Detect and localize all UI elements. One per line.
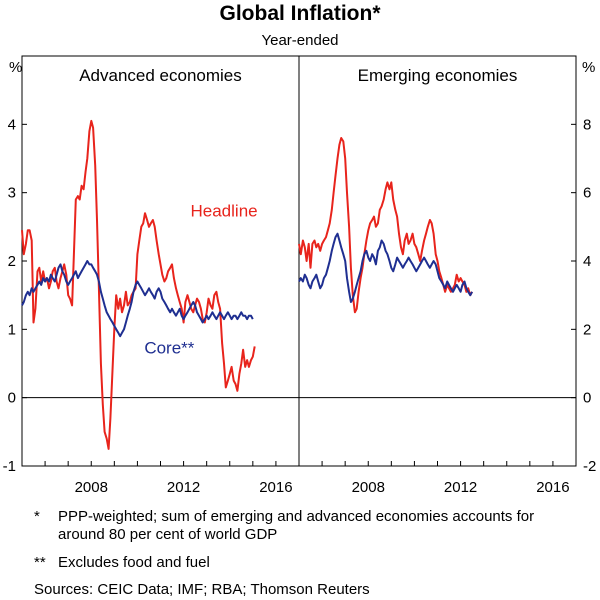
sources: Sources: CEIC Data; IMF; RBA; Thomson Re… bbox=[34, 581, 370, 598]
plot-layer: Advanced economies -1 0 1 2 3 4 2008 2012 2016 Hea… bbox=[3, 55, 596, 496]
y-tick-label-right: -2 bbox=[583, 458, 596, 475]
footnote-1-mark: * bbox=[34, 508, 40, 525]
y-tick-label-left: 4 bbox=[8, 116, 16, 133]
x-tick-label-emerging: 2012 bbox=[444, 479, 477, 496]
y-tick-label-right: 0 bbox=[583, 390, 591, 407]
y-tick-label-left: 3 bbox=[8, 185, 16, 202]
footnote-2-text: Excludes food and fuel bbox=[58, 554, 210, 571]
core-label: Core** bbox=[144, 338, 194, 357]
headline-line-advanced bbox=[21, 119, 256, 450]
y-tick-label-left: 1 bbox=[8, 321, 16, 338]
y-tick-label-right: 4 bbox=[583, 253, 591, 270]
y-tick-label-right: 8 bbox=[583, 116, 591, 133]
core-line-advanced bbox=[21, 260, 254, 338]
y-tick-label-right: 2 bbox=[583, 321, 591, 338]
chart-title: Global Inflation* bbox=[220, 2, 382, 25]
panel-title-emerging: Emerging economies bbox=[358, 66, 518, 85]
y-tick-label-left: 0 bbox=[8, 390, 16, 407]
y-tick-label-right: 6 bbox=[583, 185, 591, 202]
footnote-2-mark: ** bbox=[34, 554, 46, 571]
y-unit-right: % bbox=[582, 59, 595, 76]
y-tick-label-left: 2 bbox=[8, 253, 16, 270]
y-tick-label-left: -1 bbox=[3, 458, 16, 475]
chart-subtitle: Year-ended bbox=[261, 32, 338, 49]
panel-title-advanced: Advanced economies bbox=[79, 66, 242, 85]
core-line-emerging bbox=[298, 232, 473, 303]
x-tick-label-advanced: 2012 bbox=[167, 479, 200, 496]
x-tick-label-advanced: 2016 bbox=[259, 479, 292, 496]
x-tick-label-advanced: 2008 bbox=[75, 479, 108, 496]
y-unit-left: % bbox=[9, 59, 22, 76]
x-tick-label-emerging: 2008 bbox=[352, 479, 385, 496]
headline-label: Headline bbox=[191, 202, 258, 221]
x-tick-label-emerging: 2016 bbox=[536, 479, 569, 496]
footnote-1-text: PPP-weighted; sum of emerging and advanc… bbox=[58, 508, 535, 543]
